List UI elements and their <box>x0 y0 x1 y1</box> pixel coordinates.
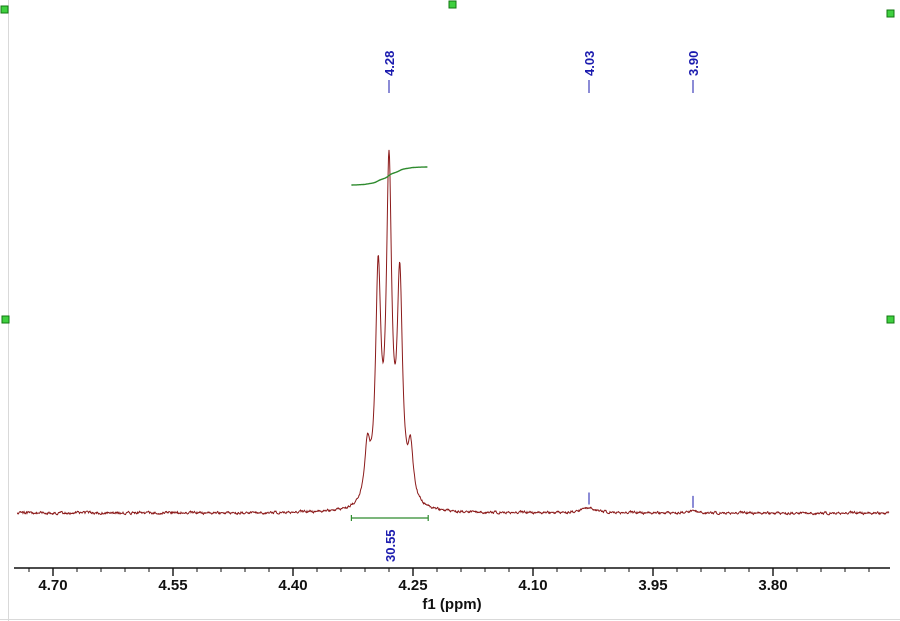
axis-tick-label: 4.70 <box>38 577 67 594</box>
selection-handle[interactable] <box>448 0 457 9</box>
axis-tick-label: 4.55 <box>158 577 187 594</box>
peak-label[interactable]: 4.03 <box>582 51 597 76</box>
peak-label[interactable]: 3.90 <box>686 51 701 76</box>
x-axis-title: f1 (ppm) <box>422 596 481 613</box>
selection-handle[interactable] <box>0 5 9 14</box>
axis-tick-label: 3.95 <box>638 577 667 594</box>
axis-tick-label: 3.80 <box>758 577 787 594</box>
integral-bracket <box>350 515 429 521</box>
peak-label[interactable]: 4.28 <box>382 51 397 76</box>
axis-tick-label: 4.25 <box>398 577 427 594</box>
nmr-trace[interactable] <box>16 149 890 516</box>
integral-label[interactable]: 30.55 <box>383 529 398 562</box>
integral-curve[interactable] <box>351 166 428 186</box>
selection-handle[interactable] <box>1 315 10 324</box>
selection-handle[interactable] <box>886 9 895 18</box>
axis-tick-label: 4.40 <box>278 577 307 594</box>
axis-tick-label: 4.10 <box>518 577 547 594</box>
selection-handle[interactable] <box>886 315 895 324</box>
